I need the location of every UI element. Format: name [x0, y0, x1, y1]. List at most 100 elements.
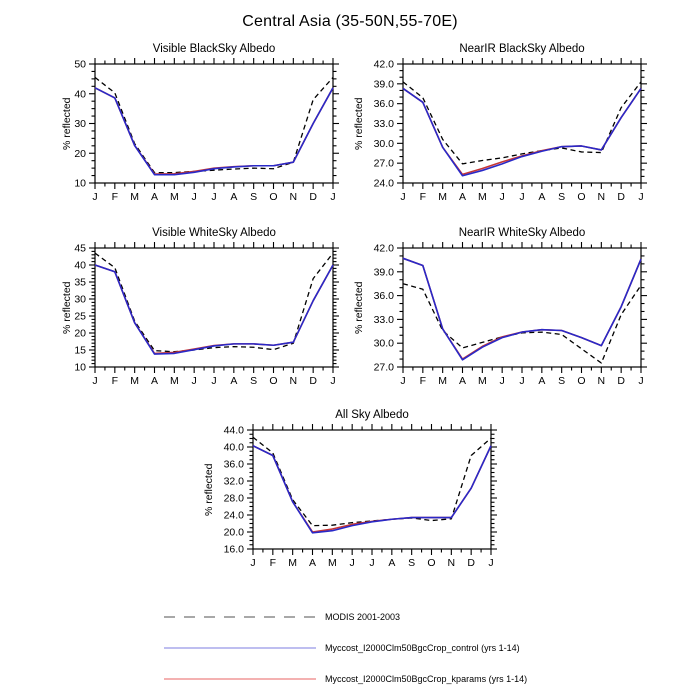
svg-text:J: J: [400, 191, 405, 203]
svg-text:J: J: [500, 375, 505, 387]
panel-title: All Sky Albedo: [335, 409, 409, 421]
svg-text:J: J: [192, 191, 197, 203]
svg-text:J: J: [92, 375, 97, 387]
svg-text:32.0: 32.0: [224, 476, 245, 488]
panel-title: Visible WhiteSky Albedo: [152, 227, 276, 239]
svg-text:36.0: 36.0: [374, 290, 395, 302]
svg-text:J: J: [192, 375, 197, 387]
svg-text:33.0: 33.0: [374, 314, 395, 326]
svg-text:A: A: [538, 191, 545, 203]
legend-entry-kparams: Myccost_I2000Clm50BgcCrop_kparams (yrs 1…: [162, 670, 527, 687]
svg-text:24.0: 24.0: [224, 510, 245, 522]
svg-text:D: D: [617, 375, 625, 387]
plot-canvas-nearir-whitesky: J F M A M J J A S O N D J27.030.033.036.039.042.0: [374, 242, 647, 387]
svg-text:42.0: 42.0: [374, 59, 395, 71]
svg-text:M: M: [438, 375, 447, 387]
svg-text:S: S: [558, 375, 565, 387]
svg-text:16.0: 16.0: [224, 544, 245, 556]
svg-text:20: 20: [74, 328, 86, 340]
svg-text:M: M: [478, 191, 487, 203]
svg-text:O: O: [427, 557, 435, 569]
panel-title: NearIR BlackSky Albedo: [459, 43, 585, 55]
svg-text:J: J: [330, 191, 335, 203]
svg-text:F: F: [270, 557, 276, 569]
svg-text:25: 25: [74, 311, 86, 323]
svg-text:M: M: [170, 191, 179, 203]
svg-text:F: F: [420, 375, 426, 387]
svg-text:27.0: 27.0: [374, 158, 395, 170]
svg-text:F: F: [420, 191, 426, 203]
svg-text:O: O: [577, 191, 585, 203]
svg-text:M: M: [478, 375, 487, 387]
svg-text:36.0: 36.0: [374, 98, 395, 110]
svg-text:J: J: [330, 375, 335, 387]
svg-text:10: 10: [74, 362, 86, 374]
svg-text:J: J: [369, 557, 374, 569]
svg-text:J: J: [250, 557, 255, 569]
figure-title: Central Asia (35-50N,55-70E): [242, 13, 458, 30]
svg-text:N: N: [598, 191, 606, 203]
svg-text:O: O: [269, 191, 277, 203]
svg-text:40.0: 40.0: [224, 442, 245, 454]
svg-text:20.0: 20.0: [224, 527, 245, 539]
legend-label: MODIS 2001-2003: [325, 611, 401, 622]
svg-text:A: A: [230, 191, 237, 203]
svg-text:F: F: [112, 191, 118, 203]
svg-text:M: M: [438, 191, 447, 203]
svg-text:50: 50: [74, 59, 86, 71]
svg-text:J: J: [400, 375, 405, 387]
svg-text:M: M: [170, 375, 179, 387]
svg-text:J: J: [488, 557, 493, 569]
legend-entry-modis: MODIS 2001-2003: [162, 608, 400, 625]
svg-text:J: J: [519, 375, 524, 387]
svg-text:M: M: [130, 191, 139, 203]
svg-text:40: 40: [74, 88, 86, 100]
svg-text:J: J: [211, 375, 216, 387]
svg-text:N: N: [290, 191, 298, 203]
svg-text:10: 10: [74, 178, 86, 190]
svg-text:D: D: [617, 191, 625, 203]
svg-text:F: F: [112, 375, 118, 387]
svg-text:35: 35: [74, 277, 86, 289]
legend-label: Myccost_I2000Clm50BgcCrop_kparams (yrs 1…: [325, 673, 528, 684]
legend-line-modis-icon: [164, 615, 316, 618]
svg-text:S: S: [250, 191, 257, 203]
svg-text:39.0: 39.0: [374, 266, 395, 278]
svg-text:S: S: [558, 191, 565, 203]
plot-canvas-nearir-blacksky: J F M A M J J A S O N D J24.027.030.033.036.039.042.…: [374, 58, 647, 203]
svg-text:M: M: [130, 375, 139, 387]
svg-text:A: A: [459, 191, 466, 203]
svg-text:A: A: [151, 375, 158, 387]
legend-line-control-icon: [164, 646, 316, 649]
svg-text:A: A: [151, 191, 158, 203]
svg-text:40: 40: [74, 260, 86, 272]
svg-text:D: D: [309, 375, 317, 387]
legend-line-kparams-icon: [164, 677, 316, 680]
svg-text:N: N: [598, 375, 606, 387]
svg-text:30: 30: [74, 118, 86, 130]
svg-text:20: 20: [74, 148, 86, 160]
svg-text:M: M: [328, 557, 337, 569]
svg-text:S: S: [250, 375, 257, 387]
svg-text:24.0: 24.0: [374, 178, 395, 190]
svg-text:30.0: 30.0: [374, 338, 395, 350]
svg-text:30: 30: [74, 294, 86, 306]
svg-text:O: O: [269, 375, 277, 387]
svg-text:M: M: [288, 557, 297, 569]
svg-text:36.0: 36.0: [224, 459, 245, 471]
svg-text:N: N: [448, 557, 456, 569]
svg-text:33.0: 33.0: [374, 118, 395, 130]
svg-text:A: A: [388, 557, 395, 569]
svg-text:27.0: 27.0: [374, 362, 395, 374]
svg-text:J: J: [211, 191, 216, 203]
svg-text:N: N: [290, 375, 298, 387]
svg-text:28.0: 28.0: [224, 493, 245, 505]
svg-text:45: 45: [74, 243, 86, 255]
